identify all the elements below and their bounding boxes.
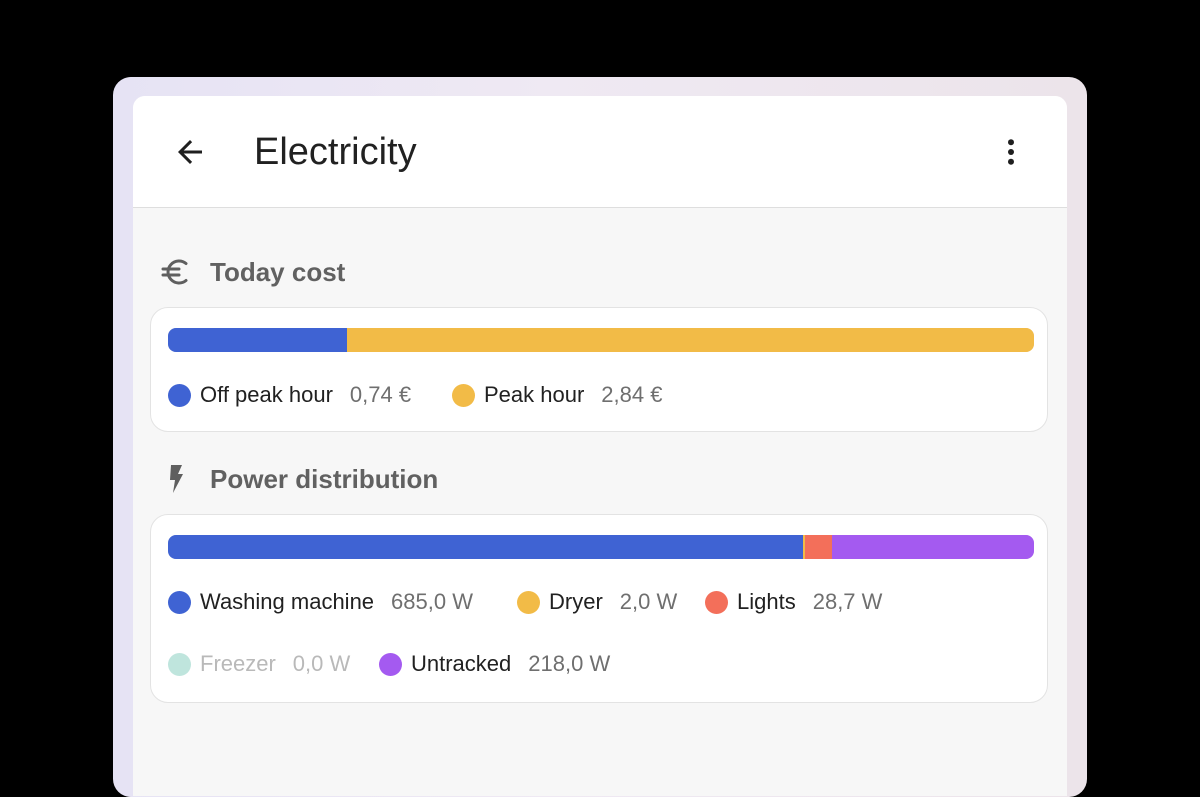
legend-value: 218,0 W <box>528 651 611 676</box>
power-distribution-heading: Power distribution <box>159 459 438 499</box>
today-cost-title: Today cost <box>210 256 346 287</box>
legend-untracked[interactable]: Untracked 218,0 W <box>379 649 610 679</box>
legend-dot-peak <box>452 383 475 407</box>
power-segment-untracked <box>831 535 1034 559</box>
power-segment-lights <box>805 535 832 559</box>
device-frame: Electricity Today cost <box>113 77 1087 797</box>
app-screen: Electricity Today cost <box>133 96 1067 796</box>
currency-eur-icon <box>159 255 193 289</box>
legend-value: 2,0 W <box>619 589 678 614</box>
power-segment-dryer <box>803 535 806 559</box>
app-header: Electricity <box>133 96 1067 208</box>
legend-label: Peak hour <box>484 382 585 407</box>
legend-peak[interactable]: Peak hour 2,84 € <box>452 380 662 410</box>
today-cost-card: Off peak hour 0,74 € Peak hour 2,84 € <box>150 307 1048 432</box>
today-cost-bar <box>168 328 1034 352</box>
legend-label: Untracked <box>411 651 512 676</box>
legend-dot-untracked <box>379 652 402 676</box>
legend-dot-washing-machine <box>168 590 191 614</box>
legend-freezer[interactable]: Freezer 0,0 W <box>168 649 350 679</box>
legend-label: Washing machine <box>200 589 375 614</box>
dots-vertical-icon <box>1008 139 1014 165</box>
today-cost-segment-off-peak-hour <box>168 328 347 352</box>
legend-dryer[interactable]: Dryer 2,0 W <box>517 587 677 617</box>
legend-washing-machine[interactable]: Washing machine 685,0 W <box>168 587 473 617</box>
today-cost-segment-peak-hour <box>347 328 1034 352</box>
today-cost-heading: Today cost <box>159 252 345 292</box>
power-distribution-card: Washing machine 685,0 W Dryer 2,0 W Ligh… <box>150 514 1048 703</box>
legend-value: 0,0 W <box>292 651 351 676</box>
legend-dot-lights <box>705 590 728 614</box>
legend-label: Lights <box>737 589 796 614</box>
legend-value: 685,0 W <box>391 589 473 614</box>
back-button[interactable] <box>166 128 214 176</box>
legend-lights[interactable]: Lights 28,7 W <box>705 587 882 617</box>
legend-dot-freezer <box>168 652 191 676</box>
power-distribution-title: Power distribution <box>210 463 439 494</box>
power-distribution-bar <box>168 535 1034 559</box>
legend-dot-off-peak <box>168 383 191 407</box>
legend-off-peak[interactable]: Off peak hour 0,74 € <box>168 380 411 410</box>
legend-label: Off peak hour <box>200 382 333 407</box>
legend-value: 28,7 W <box>812 589 883 614</box>
lightning-bolt-icon <box>159 462 193 496</box>
legend-dot-dryer <box>517 590 540 614</box>
legend-label: Freezer <box>200 651 276 676</box>
arrow-left-icon <box>178 140 202 164</box>
legend-value: 2,84 € <box>601 382 663 407</box>
more-options-button[interactable] <box>987 128 1035 176</box>
legend-value: 0,74 € <box>349 382 412 407</box>
power-segment-washing-machine <box>168 535 804 559</box>
legend-label: Dryer <box>549 589 603 614</box>
page-title: Electricity <box>254 131 417 173</box>
